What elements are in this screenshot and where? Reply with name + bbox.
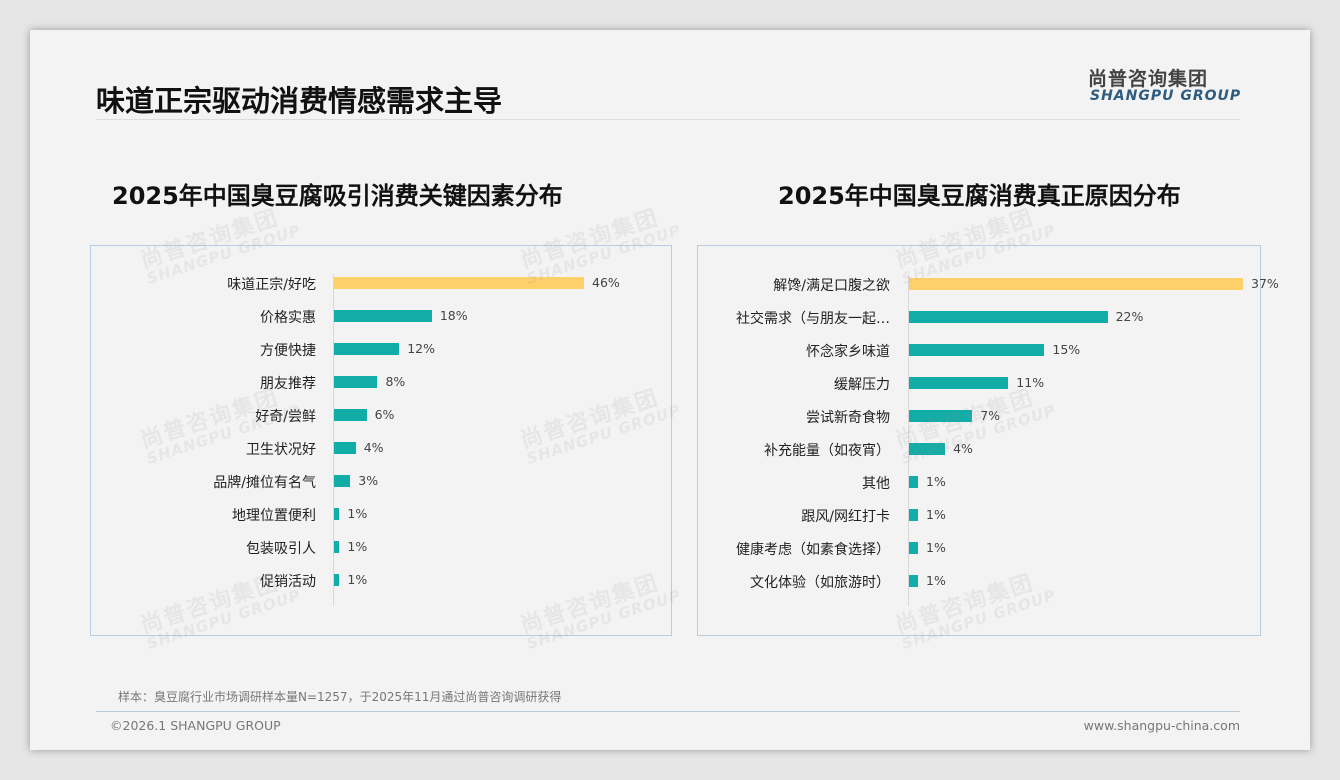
category-label: 卫生状况好 [246, 442, 316, 458]
bar [334, 574, 340, 586]
bar [909, 344, 1045, 356]
bar [909, 542, 919, 554]
category-label: 品牌/摊位有名气 [213, 475, 316, 491]
data-label: 1% [926, 540, 946, 555]
category-label: 跟风/网红打卡 [801, 509, 890, 525]
bar [909, 311, 1108, 323]
data-label: 3% [358, 473, 379, 488]
bar [909, 575, 919, 587]
category-label: 其他 [862, 476, 890, 492]
data-label: 1% [347, 539, 368, 554]
data-label: 4% [363, 440, 384, 455]
data-label: 1% [926, 474, 946, 489]
bar [909, 476, 919, 488]
data-label: 18% [439, 308, 468, 323]
category-label: 缓解压力 [834, 377, 890, 393]
category-label: 文化体验（如旅游时） [750, 575, 890, 591]
data-label: 46% [592, 275, 620, 290]
bar [909, 443, 946, 455]
category-label: 促销活动 [260, 574, 316, 590]
data-label: 37% [1251, 276, 1279, 291]
data-label: 8% [385, 374, 406, 389]
logo-en: SHANGPU GROUP [1090, 88, 1242, 104]
data-label: 4% [953, 441, 973, 456]
category-label: 味道正宗/好吃 [227, 277, 316, 293]
category-label: 补充能量（如夜宵） [764, 443, 890, 459]
website-link[interactable]: www.shangpu-china.com [1083, 718, 1240, 733]
sample-note: 样本：臭豆腐行业市场调研样本量N=1257，于2025年11月通过尚普咨询调研获… [118, 690, 562, 704]
data-label: 1% [347, 506, 368, 521]
bar [334, 343, 400, 355]
data-label: 15% [1052, 342, 1081, 357]
category-label: 朋友推荐 [260, 376, 316, 392]
divider [96, 119, 1240, 120]
category-label: 解馋/满足口腹之欲 [773, 278, 890, 294]
slide: 味道正宗驱动消费情感需求主导 尚普咨询集团 SHANGPU GROUP 2025… [30, 30, 1310, 750]
bar [334, 310, 432, 322]
bar [334, 508, 340, 520]
chart-panel-left: 味道正宗/好吃 46% 价格实惠 18% 方便快捷 12% 朋友推荐 8% 好奇/尝鲜 6% 卫生状… [90, 245, 672, 636]
category-label: 尝试新奇食物 [806, 410, 890, 426]
footer-divider [96, 711, 1240, 712]
chart-title-left: 2025年中国臭豆腐吸引消费关键因素分布 [112, 182, 563, 210]
category-label: 怀念家乡味道 [806, 344, 890, 360]
data-label: 1% [347, 572, 368, 587]
bar [334, 277, 584, 289]
bar [334, 376, 378, 388]
bar [334, 541, 340, 553]
category-label: 方便快捷 [260, 343, 316, 359]
bar [909, 410, 973, 422]
chart-title-right: 2025年中国臭豆腐消费真正原因分布 [778, 182, 1181, 210]
logo-cn: 尚普咨询集团 [1088, 68, 1209, 90]
data-label: 22% [1115, 309, 1144, 324]
bar [909, 278, 1243, 290]
bar [334, 475, 351, 487]
category-label: 地理位置便利 [232, 508, 316, 524]
copyright: ©2026.1 SHANGPU GROUP [110, 718, 281, 733]
chart-panel-right: 解馋/满足口腹之欲 37% 社交需求（与朋友一起… 22% 怀念家乡味道 15% 缓解压力 1… [697, 245, 1279, 636]
bar [334, 442, 356, 454]
bar [909, 509, 919, 521]
page-title: 味道正宗驱动消费情感需求主导 [96, 84, 503, 118]
data-label: 11% [1016, 375, 1045, 390]
data-label: 12% [407, 341, 435, 356]
data-label: 6% [374, 407, 395, 422]
data-label: 1% [926, 573, 946, 588]
data-label: 1% [926, 507, 946, 522]
bar [334, 409, 367, 421]
category-label: 社交需求（与朋友一起… [736, 311, 890, 327]
category-label: 好奇/尝鲜 [255, 409, 316, 425]
y-axis [908, 274, 909, 606]
category-label: 价格实惠 [260, 310, 316, 326]
category-label: 健康考虑（如素食选择） [736, 542, 890, 558]
category-label: 包装吸引人 [246, 541, 316, 557]
data-label: 7% [980, 408, 1001, 423]
y-axis [333, 274, 334, 606]
bar [909, 377, 1009, 389]
